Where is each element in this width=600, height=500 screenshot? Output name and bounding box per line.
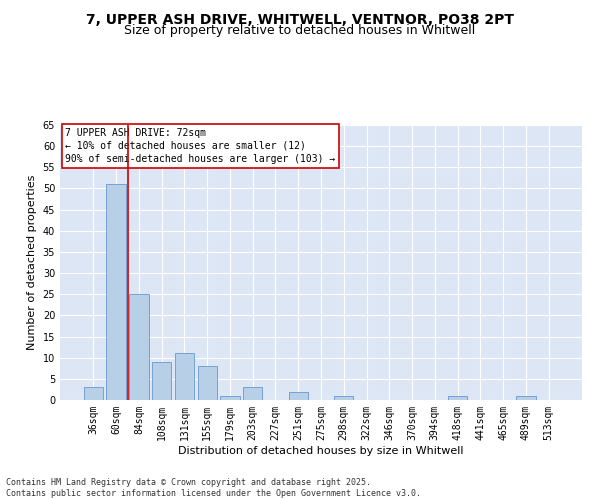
Bar [448, 396, 467, 400]
Text: 7, UPPER ASH DRIVE, WHITWELL, VENTNOR, PO38 2PT: 7, UPPER ASH DRIVE, WHITWELL, VENTNOR, P… [86, 12, 514, 26]
Bar [243, 388, 262, 400]
X-axis label: Distribution of detached houses by size in Whitwell: Distribution of detached houses by size … [178, 446, 464, 456]
Bar [175, 354, 194, 400]
Text: Size of property relative to detached houses in Whitwell: Size of property relative to detached ho… [124, 24, 476, 37]
Y-axis label: Number of detached properties: Number of detached properties [27, 175, 37, 350]
Text: Contains HM Land Registry data © Crown copyright and database right 2025.
Contai: Contains HM Land Registry data © Crown c… [6, 478, 421, 498]
Bar [84, 388, 103, 400]
Bar [220, 396, 239, 400]
Bar [106, 184, 126, 400]
Bar [129, 294, 149, 400]
Bar [197, 366, 217, 400]
Text: 7 UPPER ASH DRIVE: 72sqm
← 10% of detached houses are smaller (12)
90% of semi-d: 7 UPPER ASH DRIVE: 72sqm ← 10% of detach… [65, 128, 335, 164]
Bar [289, 392, 308, 400]
Bar [516, 396, 536, 400]
Bar [334, 396, 353, 400]
Bar [152, 362, 172, 400]
